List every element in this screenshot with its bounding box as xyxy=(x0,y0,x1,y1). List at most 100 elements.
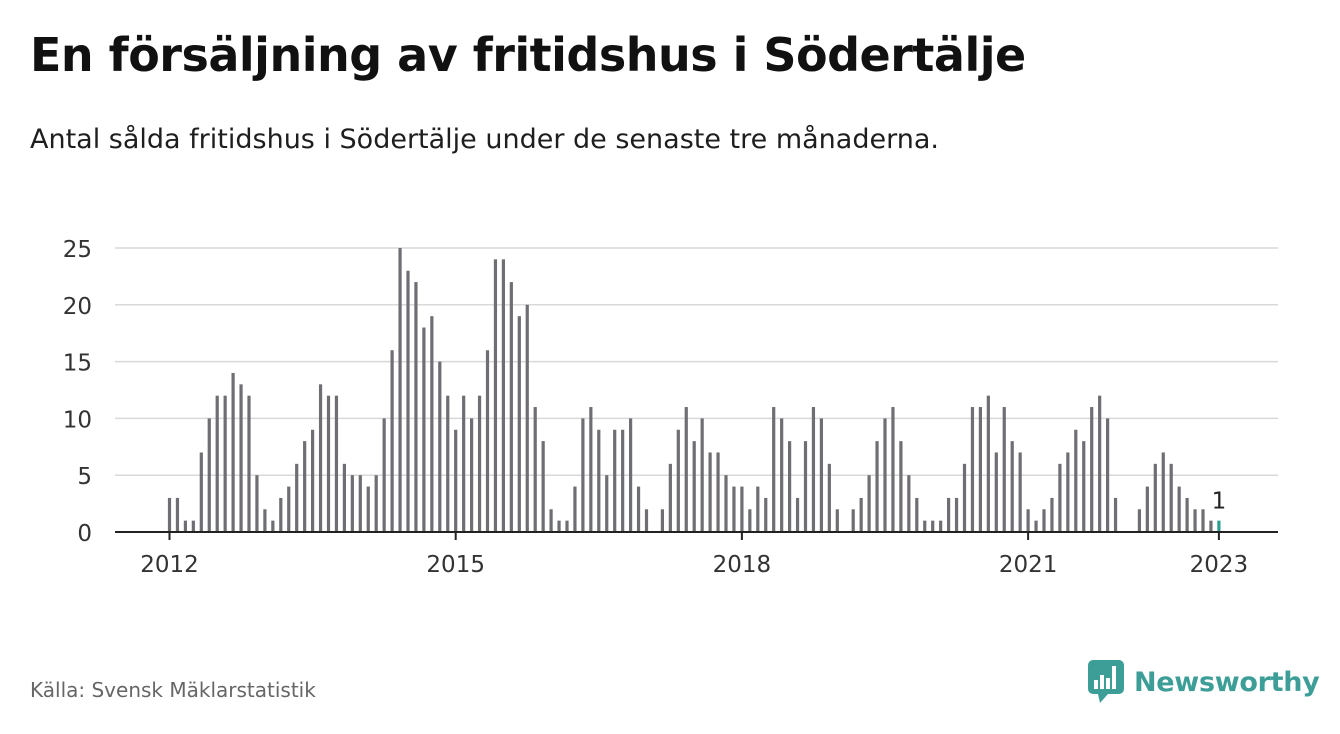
bar xyxy=(756,486,760,532)
bar xyxy=(1153,463,1157,532)
bar xyxy=(422,327,426,532)
bar xyxy=(239,384,243,532)
bar xyxy=(875,441,879,532)
bar xyxy=(684,407,688,532)
bar xyxy=(772,407,776,532)
bar xyxy=(1145,486,1149,532)
bar xyxy=(970,407,975,532)
bar xyxy=(1010,441,1014,532)
newsworthy-logo[interactable]: Newsworthy xyxy=(1088,660,1320,704)
bar xyxy=(525,304,529,532)
bar xyxy=(819,418,823,532)
bar xyxy=(700,418,704,532)
bar xyxy=(851,509,855,532)
bar xyxy=(716,452,720,532)
bar xyxy=(1026,509,1030,532)
bar xyxy=(1185,497,1189,532)
bar xyxy=(859,497,863,532)
bar xyxy=(1058,463,1062,532)
bar xyxy=(390,350,394,532)
bar xyxy=(923,520,927,532)
bar xyxy=(255,475,259,532)
bar xyxy=(811,407,816,532)
bar xyxy=(891,407,895,532)
bar xyxy=(493,259,498,532)
bar xyxy=(867,475,871,532)
bar xyxy=(358,475,362,532)
bar xyxy=(446,395,450,532)
bar xyxy=(732,486,736,532)
bar xyxy=(342,463,346,532)
bar xyxy=(271,520,275,532)
bar xyxy=(954,497,959,532)
bar xyxy=(827,463,831,532)
bar xyxy=(462,395,466,532)
bar xyxy=(724,475,728,532)
bar xyxy=(501,259,505,532)
bar xyxy=(485,350,490,532)
x-tick-label: 2021 xyxy=(999,552,1058,578)
bar xyxy=(231,372,235,532)
bar xyxy=(263,509,267,532)
brand-name: Newsworthy xyxy=(1134,666,1320,698)
bar xyxy=(454,429,458,532)
y-tick-label: 20 xyxy=(63,294,92,320)
bar xyxy=(1161,452,1165,532)
bar xyxy=(318,384,323,532)
bar xyxy=(692,441,696,532)
bar xyxy=(398,248,402,532)
bar xyxy=(986,395,990,532)
bar xyxy=(167,497,172,532)
bar xyxy=(644,509,649,532)
bar xyxy=(295,463,299,532)
bar xyxy=(470,418,474,532)
bar xyxy=(223,395,227,532)
bar xyxy=(207,418,211,532)
bar xyxy=(1066,452,1070,532)
bar xyxy=(199,452,203,532)
bar xyxy=(477,395,482,532)
bar xyxy=(374,475,378,532)
source-note: Källa: Svensk Mäklarstatistik xyxy=(30,678,316,702)
bar xyxy=(883,418,887,532)
newsworthy-chart-icon xyxy=(1088,660,1124,703)
y-tick-label: 10 xyxy=(63,407,92,433)
bar xyxy=(629,418,633,532)
bar xyxy=(962,463,967,532)
x-tick-label: 2023 xyxy=(1190,552,1249,578)
bar xyxy=(215,395,219,532)
bar xyxy=(788,441,792,532)
bar xyxy=(334,395,339,532)
bar xyxy=(660,509,664,532)
bar xyxy=(1193,509,1197,532)
bar-latest xyxy=(1217,520,1221,532)
bar xyxy=(175,497,180,532)
bar xyxy=(803,441,808,532)
bar xyxy=(978,407,982,532)
bar xyxy=(907,475,911,532)
bar xyxy=(915,497,919,532)
bar xyxy=(573,486,577,532)
bar xyxy=(533,407,537,532)
bar xyxy=(1034,520,1038,532)
bar xyxy=(764,497,768,532)
bar xyxy=(1082,441,1086,532)
bar xyxy=(931,520,935,532)
bar xyxy=(382,418,386,532)
bar xyxy=(994,452,998,532)
bar xyxy=(366,486,370,532)
bar xyxy=(939,520,943,532)
bar xyxy=(1090,407,1094,532)
bar xyxy=(1002,407,1006,532)
bar xyxy=(287,486,291,532)
bar xyxy=(183,520,187,532)
bar xyxy=(795,497,800,532)
bar xyxy=(636,486,641,532)
bar xyxy=(1113,497,1118,532)
bar xyxy=(509,282,513,532)
bar xyxy=(191,520,195,532)
bar xyxy=(517,316,521,532)
bar xyxy=(581,418,585,532)
bar xyxy=(708,452,712,532)
